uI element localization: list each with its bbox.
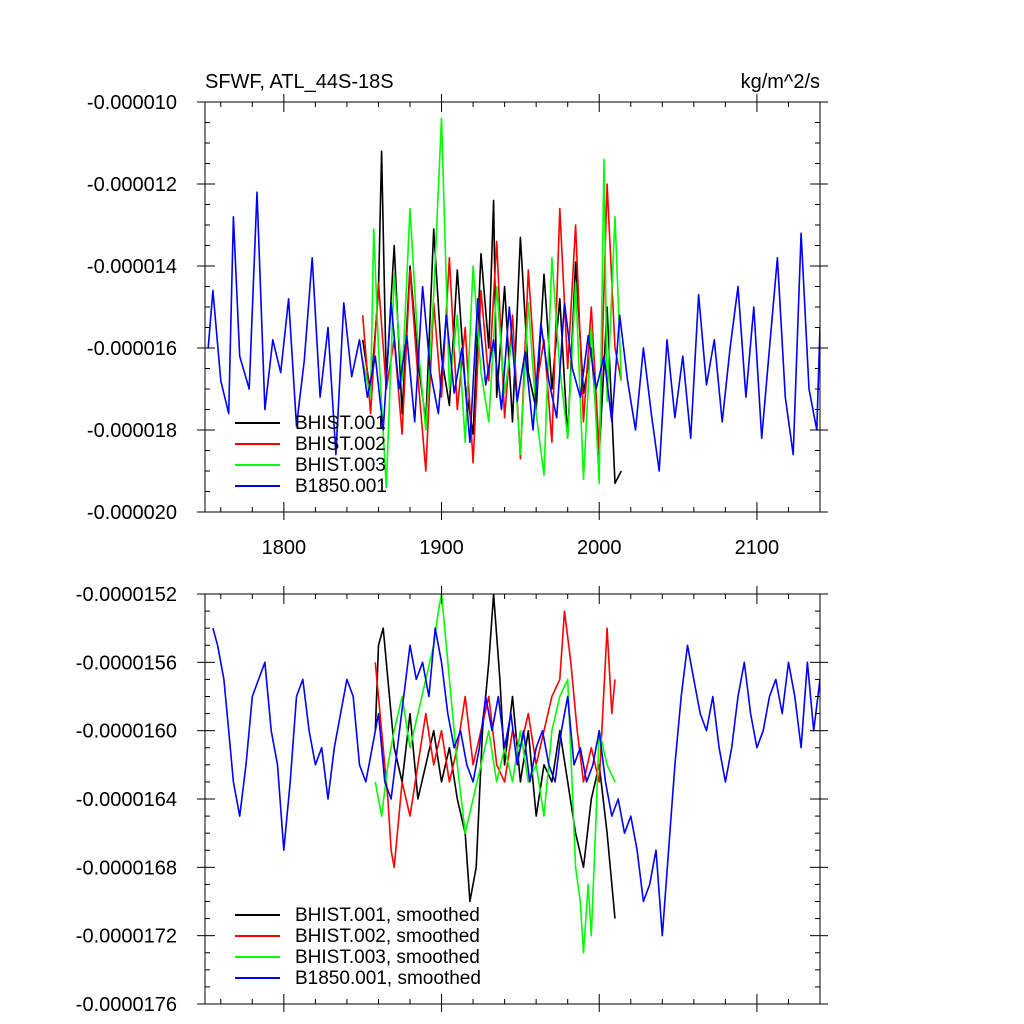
legend-label: BHIST.003	[295, 455, 386, 476]
y-tick-label: -0.000016	[87, 338, 177, 360]
legend-label: BHIST.003, smoothed	[295, 947, 480, 968]
y-tick-label: -0.0000156	[76, 652, 177, 674]
legend-label: BHIST.002, smoothed	[295, 926, 480, 947]
series-line-2	[374, 610, 616, 869]
legend-label: B1850.001, smoothed	[295, 968, 481, 989]
y-tick-label: -0.0000160	[76, 721, 177, 743]
y-tick-label: -0.0000152	[76, 584, 177, 606]
series-line-3	[374, 594, 616, 954]
chart-units: kg/m^2/s	[741, 71, 820, 93]
series-group	[212, 594, 820, 954]
y-tick-label: -0.0000172	[76, 926, 177, 948]
y-tick-label: -0.000018	[87, 420, 177, 442]
legend-label: BHIST.001, smoothed	[295, 905, 480, 926]
legend-label: BHIST.001	[295, 413, 386, 434]
chart-panel-2: -0.0000152 -0.0000156 -0.0000160 -0.0000164…	[76, 584, 828, 1016]
x-tick-label: 1900	[419, 537, 464, 559]
chart-panel-1: -0.000010 -0.000012 -0.000014 -0.000016 -0.0…	[87, 71, 828, 559]
series-line-4	[207, 191, 820, 472]
series-line-2	[361, 183, 623, 472]
series-group	[207, 117, 820, 489]
x-tick-label: 2100	[735, 537, 780, 559]
series-line-1	[361, 150, 623, 485]
x-tick-label: 1800	[262, 537, 307, 559]
legend-label: BHIST.002	[295, 434, 386, 455]
y-tick-label: -0.000012	[87, 174, 177, 196]
y-tick-label: -0.000020	[87, 502, 177, 524]
legend-label: B1850.001	[295, 476, 387, 497]
series-line-3	[361, 117, 623, 489]
x-tick-label: 2000	[577, 537, 622, 559]
chart-title: SFWF, ATL_44S-18S	[205, 71, 394, 93]
series-line-1	[374, 594, 616, 919]
series-line-4	[212, 627, 820, 937]
y-tick-label: -0.0000164	[76, 789, 177, 811]
y-tick-label: -0.000014	[87, 256, 177, 278]
y-tick-label: -0.000010	[87, 92, 177, 114]
y-tick-label: -0.0000176	[76, 994, 177, 1016]
y-tick-label: -0.0000168	[76, 857, 177, 879]
